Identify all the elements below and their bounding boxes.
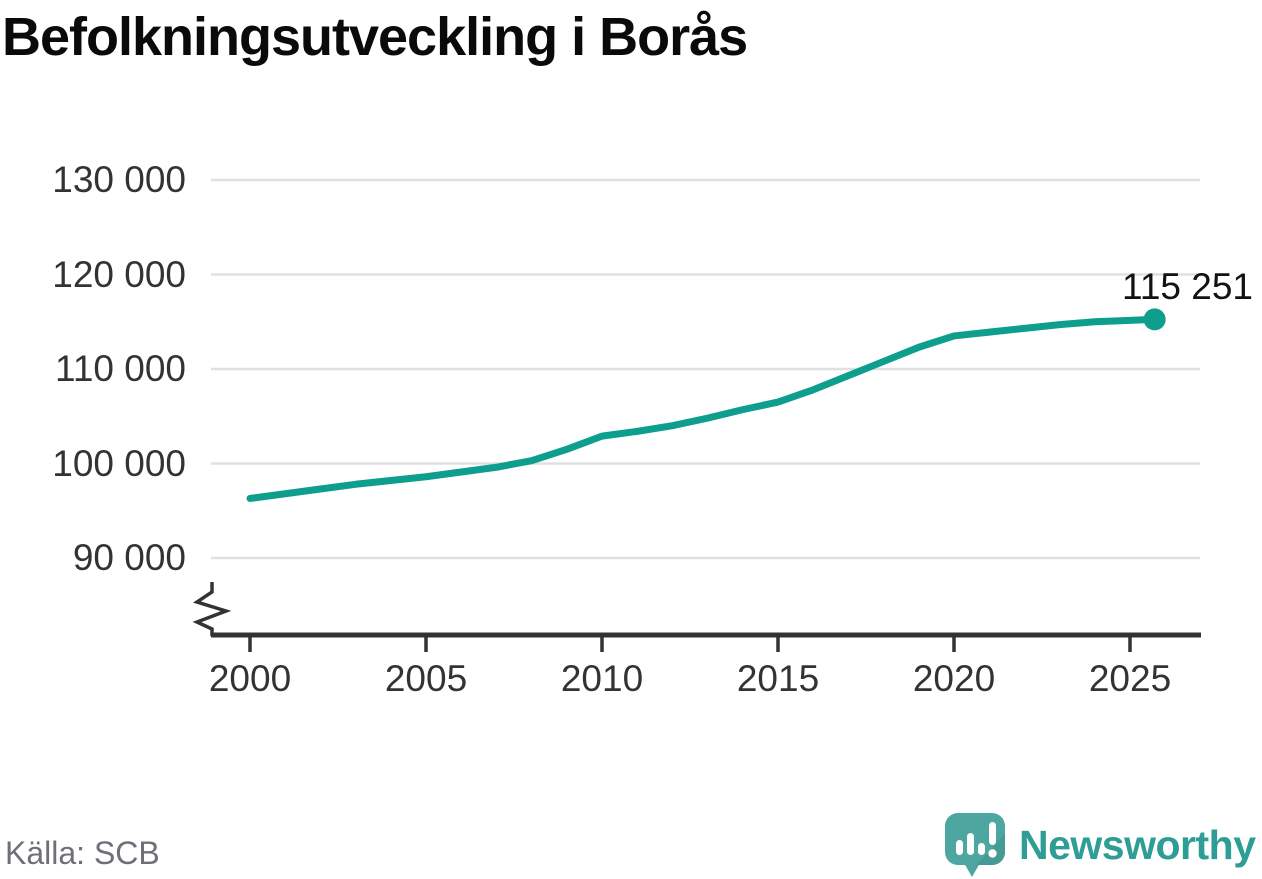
x-axis-tick-label: 2005 [384,658,468,699]
y-axis-tick-label: 100 000 [52,442,186,484]
bar-chart-bar [978,843,985,855]
x-axis-tick-label: 2000 [208,658,292,699]
y-axis-tick-label: 110 000 [55,348,186,389]
exclamation-mark [989,822,996,845]
population-series-line [246,315,1159,502]
y-axis-tick-label: 90 000 [72,537,186,578]
bar-chart-bar [967,833,974,855]
x-axis-tick-label: 2010 [560,658,644,699]
x-axis-tick-label: 2020 [912,658,996,699]
series-end-dot [1143,308,1166,331]
newsworthy-logo-text: Newsworthy [1019,821,1256,868]
end-value-label: 115 251 [1122,266,1253,307]
y-axis-tick-label: 120 000 [52,253,186,295]
chart-title: Befolkningsutveckling i Borås [2,7,748,67]
y-axis-break-icon [192,582,232,636]
bar-chart-bar [956,840,963,855]
x-axis-tick-label: 2015 [736,658,820,699]
exclamation-dot [988,849,997,858]
x-axis-tick-label: 2025 [1088,658,1172,699]
y-axis-tick-label: 130 000 [52,159,186,200]
newsworthy-speech-bubble-chart-icon [945,813,1005,877]
newsworthy-logo: Newsworthy [944,811,1256,879]
source-note: Källa: SCB [5,835,160,871]
